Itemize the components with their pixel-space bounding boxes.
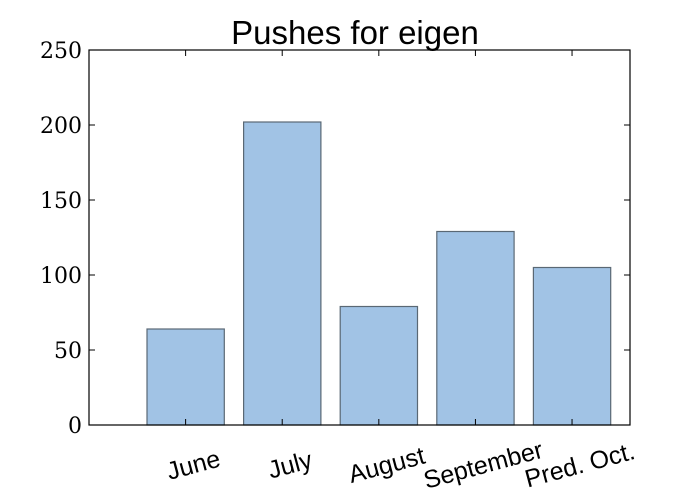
bar-july — [243, 121, 322, 426]
ytick-label-50: 50 — [54, 339, 82, 364]
ytick-label-200: 200 — [40, 114, 82, 139]
xtick-label-june: June — [164, 445, 224, 486]
ytick-label-250: 250 — [40, 39, 82, 64]
bar-pred-oct — [532, 266, 612, 426]
xtick-label-august: August — [346, 442, 428, 489]
bar-september — [436, 230, 515, 426]
xtick-label-july: July — [265, 446, 316, 485]
ytick-label-150: 150 — [40, 189, 82, 214]
bar-june — [146, 328, 225, 426]
bars-group — [146, 121, 612, 426]
plot-frame — [88, 49, 631, 426]
ytick-label-0: 0 — [68, 414, 82, 439]
y-axis: 0 50 100 150 200 250 — [40, 39, 630, 439]
ytick-label-100: 100 — [40, 264, 82, 289]
bar-august — [339, 305, 419, 426]
chart-title: Pushes for eigen — [231, 14, 479, 51]
